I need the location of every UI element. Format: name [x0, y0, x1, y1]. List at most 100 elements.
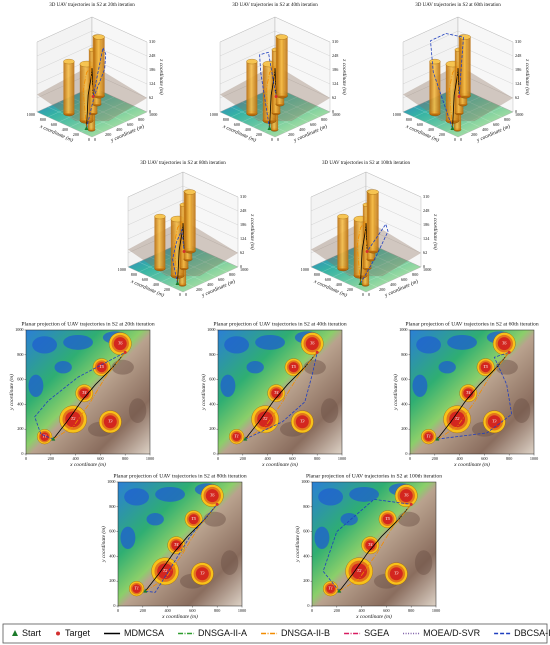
threat-cylinder — [93, 37, 105, 96]
chart-title: 3D UAV trajectories in S2 at 80th iterat… — [140, 161, 226, 166]
x-tick-label: 400 — [336, 282, 342, 287]
y-tick-label: 200 — [209, 426, 215, 431]
target-marker — [315, 350, 319, 354]
threat-top — [459, 34, 471, 40]
threat-core — [399, 489, 413, 503]
x-tick-label: 400 — [358, 608, 364, 613]
x-tick-label: 0 — [179, 292, 181, 297]
z-axis-label: z coordinate (m) — [524, 58, 531, 95]
threat-core — [271, 388, 282, 399]
legend-marker — [12, 630, 18, 636]
trajectory — [448, 66, 460, 129]
threat-cylinder — [459, 37, 471, 96]
x-tick-label: 800 — [131, 272, 137, 277]
x-tick-label: 0 — [117, 608, 119, 613]
z-tick-label: 62 — [149, 95, 153, 100]
terrain-blob — [220, 374, 236, 397]
x-tick-label: 600 — [142, 277, 148, 282]
x-tick-label: 400 — [456, 456, 462, 461]
plot-frame — [25, 329, 151, 455]
chart-title: Planar projection of UAV trajectories in… — [21, 320, 154, 327]
threat-label: T3 — [492, 419, 496, 424]
threat-top — [93, 34, 105, 40]
terrain-blob — [447, 334, 477, 350]
threat-cylinder — [63, 61, 75, 114]
trajectory — [172, 228, 185, 284]
threat-core — [463, 388, 474, 399]
x-tick-label: 1000 — [338, 456, 346, 461]
terrain-blob — [314, 526, 330, 549]
threat-label: T6 — [310, 341, 315, 346]
trajectory — [265, 66, 277, 129]
terrain-blob — [512, 398, 531, 423]
threat-core — [195, 567, 209, 581]
threat-label: T5 — [191, 516, 195, 521]
threat-core — [365, 540, 376, 551]
terrain-blob — [111, 359, 134, 375]
chart-title: Planar projection of UAV trajectories in… — [113, 472, 246, 479]
y-tick-label: 800 — [504, 117, 510, 122]
trajectory — [338, 504, 412, 592]
y-tick-label: 600 — [109, 529, 115, 534]
panel-3d: 0621241862483100200400600800100002004006… — [27, 3, 165, 144]
threat-top — [154, 213, 166, 220]
x-tick-label: 400 — [72, 456, 78, 461]
terrain-blob — [495, 359, 518, 375]
y-tick-label: 400 — [299, 127, 305, 132]
x-tick-label: 600 — [189, 608, 195, 613]
y-tick-label: 600 — [218, 277, 224, 282]
x-tick-label: 0 — [362, 292, 364, 297]
y-axis-label: y coordinate (m) — [100, 526, 107, 563]
grid-line — [36, 30, 148, 57]
start-marker — [267, 126, 272, 130]
x-tick-label: 1000 — [530, 456, 538, 461]
grid-line — [402, 111, 459, 138]
terrain-blob — [155, 486, 185, 502]
x-axis-label: x coordinate (m) — [453, 461, 490, 468]
y-tick-label: 600 — [209, 377, 215, 382]
y-tick-label: 1000 — [515, 112, 523, 117]
chart-title: Planar projection of UAV trajectories in… — [306, 472, 442, 479]
grid-line — [457, 111, 514, 138]
threat-label: T5 — [385, 516, 389, 521]
threat-label: T4 — [82, 390, 86, 395]
y-tick-label: 0 — [94, 137, 96, 142]
grid-line — [343, 251, 400, 278]
trajectory — [360, 223, 389, 284]
z-tick-label: 310 — [423, 194, 429, 199]
y-axis-label: y coordinate (m) — [8, 374, 15, 411]
target-marker — [91, 95, 95, 98]
x-tick-label: 200 — [240, 456, 246, 461]
threat-label: T5 — [483, 364, 487, 369]
x-tick-label: 1000 — [301, 267, 309, 272]
x-tick-label: 200 — [73, 132, 79, 137]
chart-title: 3D UAV trajectories in S2 at 60th iterat… — [415, 3, 501, 8]
y-tick-label: 800 — [303, 504, 309, 509]
legend-label: Target — [65, 628, 91, 638]
y-tick-label: 800 — [412, 272, 418, 277]
z-tick-label: 62 — [332, 95, 336, 100]
y-tick-label: 0 — [21, 451, 23, 456]
threat-core — [382, 514, 393, 525]
threat-cylinder — [337, 216, 349, 269]
x-tick-label: 400 — [264, 456, 270, 461]
panel-3d: 0621241862483100200400600800100002004006… — [118, 161, 256, 299]
chart-title: 3D UAV trajectories in S2 at 20th iterat… — [49, 3, 135, 8]
threat-core — [232, 432, 241, 441]
z-tick-label: 186 — [240, 222, 246, 227]
legend-label: DBCSA-II — [514, 628, 550, 638]
x-tick-label: 800 — [406, 117, 412, 122]
x-tick-label: 200 — [140, 608, 146, 613]
threat-core — [132, 584, 141, 593]
y-tick-label: 0 — [185, 292, 187, 297]
grid-line — [69, 96, 126, 123]
threat-core — [79, 388, 90, 399]
panel-3d: 0621241862483100200400600800100002004006… — [210, 3, 348, 144]
z-tick-label: 186 — [515, 67, 521, 72]
x-tick-label: 200 — [347, 287, 353, 292]
trajectory — [437, 352, 510, 440]
z-tick-label: 62 — [423, 250, 427, 255]
grid-line — [310, 266, 367, 293]
threat-cylinder — [184, 192, 196, 251]
trajectory — [452, 68, 460, 129]
